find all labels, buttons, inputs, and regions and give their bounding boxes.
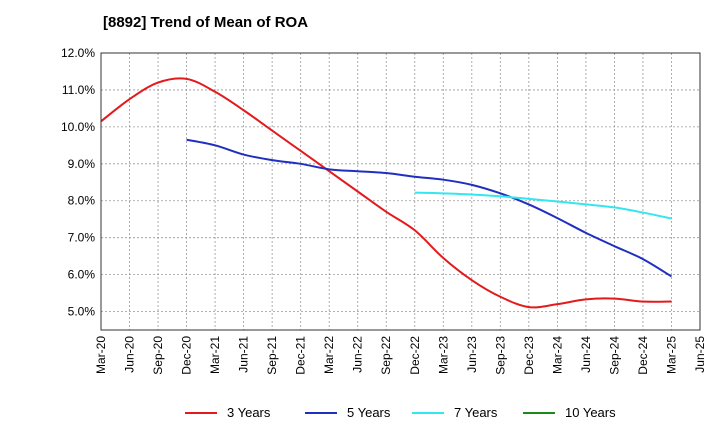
chart-title: [8892] Trend of Mean of ROA <box>103 14 309 31</box>
x-tick-label: Jun-23 <box>465 336 479 373</box>
legend-item-7-years: 7 Years <box>412 405 497 420</box>
y-tick-label: 10.0% <box>61 120 95 134</box>
x-tick-label: Sep-21 <box>265 336 279 375</box>
x-tick-label: Mar-24 <box>550 336 564 374</box>
legend-label: 5 Years <box>347 405 391 420</box>
x-tick-label: Mar-23 <box>436 336 450 374</box>
legend-item-5-years: 5 Years <box>305 405 390 420</box>
y-tick-label: 12.0% <box>61 46 95 60</box>
x-tick-label: Sep-20 <box>151 336 165 375</box>
legend-label: 7 Years <box>454 405 498 420</box>
x-tick-label: Dec-22 <box>408 336 422 375</box>
y-tick-label: 11.0% <box>62 83 95 97</box>
x-tick-label: Sep-23 <box>493 336 507 375</box>
x-tick-label: Mar-25 <box>664 336 678 374</box>
x-tick-label: Mar-21 <box>208 336 222 374</box>
legend: 3 Years 5 Years 7 Years 10 Years <box>0 405 720 425</box>
series-line-7-years <box>414 191 672 220</box>
x-tick-label: Sep-22 <box>379 336 393 375</box>
legend-item-10-years: 10 Years <box>523 405 616 420</box>
x-tick-label: Dec-24 <box>636 336 650 375</box>
x-tick-label: Mar-20 <box>94 336 108 374</box>
y-tick-label: 7.0% <box>68 231 96 245</box>
legend-label: 10 Years <box>565 405 616 420</box>
x-tick-label: Jun-21 <box>237 336 251 373</box>
legend-item-3-years: 3 Years <box>185 405 270 420</box>
y-tick-label: 5.0% <box>68 305 96 319</box>
legend-swatch <box>523 411 555 414</box>
x-tick-label: Jun-24 <box>579 336 593 373</box>
x-tick-label: Jun-20 <box>123 336 137 373</box>
y-tick-label: 8.0% <box>68 194 96 208</box>
legend-label: 3 Years <box>227 405 271 420</box>
series-line-3-years <box>100 77 672 309</box>
x-tick-label: Jun-25 <box>693 336 707 373</box>
plot-area-frame <box>100 52 701 331</box>
x-tick-label: Mar-22 <box>322 336 336 374</box>
x-tick-label: Jun-22 <box>351 336 365 373</box>
y-tick-label: 9.0% <box>68 157 96 171</box>
x-tick-label: Dec-20 <box>180 336 194 375</box>
x-tick-label: Sep-24 <box>607 336 621 375</box>
x-tick-label: Dec-21 <box>294 336 308 375</box>
x-tick-label: Dec-23 <box>522 336 536 375</box>
legend-swatch <box>305 411 337 414</box>
y-tick-label: 6.0% <box>68 268 96 282</box>
legend-swatch <box>412 411 444 414</box>
series-line-5-years <box>186 138 673 278</box>
legend-swatch <box>185 411 217 414</box>
